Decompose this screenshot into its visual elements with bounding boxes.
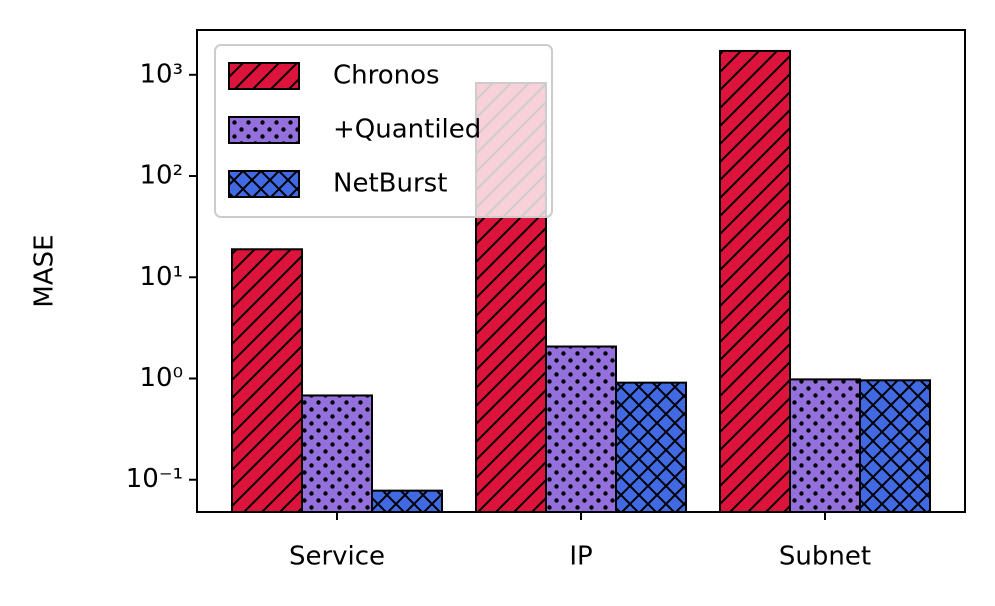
bar-hatch <box>301 394 373 514</box>
y-tick-label: 10¹ <box>139 262 183 292</box>
legend-swatch-hatch <box>228 116 300 144</box>
bar-hatch <box>371 489 443 514</box>
y-tick-label: 10⁻¹ <box>126 464 183 494</box>
legend-label: +Quantiled <box>333 115 481 145</box>
bar-hatch <box>545 345 617 513</box>
bar-hatch <box>719 49 791 514</box>
x-tick-label: Subnet <box>779 542 871 572</box>
y-tick-label: 10² <box>139 161 183 191</box>
bar-hatch <box>615 381 687 513</box>
plot-frame <box>196 29 966 513</box>
bar-hatch <box>859 379 931 513</box>
legend-swatch-hatch <box>228 170 300 198</box>
x-tick-label: Service <box>289 542 385 572</box>
legend-swatch-hatch <box>228 62 300 90</box>
y-axis-label: MASE <box>30 234 60 307</box>
y-tick-label: 10³ <box>139 59 183 89</box>
legend-label: NetBurst <box>333 169 447 199</box>
legend-label: Chronos <box>333 61 440 91</box>
bar-hatch <box>789 378 861 513</box>
x-tick-label: IP <box>569 542 592 572</box>
bar-hatch <box>231 248 303 513</box>
legend: Chronos +Quantiled NetBurst <box>214 44 553 218</box>
y-tick-label: 10⁰ <box>139 363 183 393</box>
